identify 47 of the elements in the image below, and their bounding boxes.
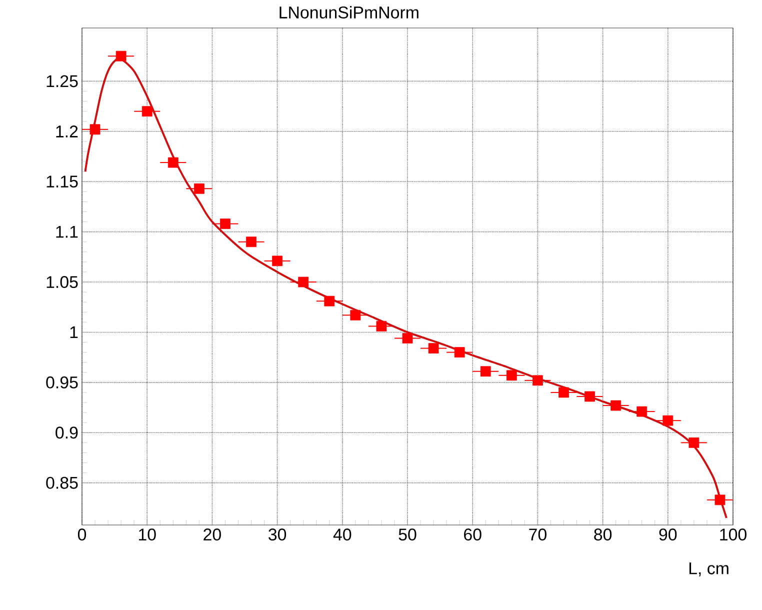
point — [480, 366, 491, 377]
y-tick-label: 0.95 — [46, 376, 78, 388]
point — [246, 236, 256, 248]
x-tick-label: 100 — [720, 528, 746, 541]
point — [376, 320, 387, 332]
x-tick-label: 0 — [78, 528, 86, 541]
y-tick-label: 1 — [70, 326, 78, 338]
point — [714, 494, 726, 506]
point — [220, 218, 230, 229]
point — [324, 296, 335, 306]
x-tick-label: 90 — [659, 528, 677, 541]
point — [662, 415, 674, 426]
y-tick-label: 0.9 — [56, 426, 78, 439]
point — [116, 50, 126, 62]
x-tick-label: 70 — [529, 528, 546, 541]
x-tick-label: 30 — [268, 528, 286, 541]
point — [142, 106, 152, 117]
point — [272, 256, 282, 266]
point — [168, 157, 178, 168]
x-tick-label: 50 — [398, 528, 416, 541]
point — [454, 347, 465, 358]
point — [428, 343, 439, 354]
y-tick-label: 1.1 — [56, 226, 78, 238]
point — [532, 375, 543, 386]
chart-title: LNonunSiPmNorm — [280, 6, 418, 18]
x-tick-label: 40 — [333, 528, 352, 541]
y-tick-label: 1.25 — [46, 75, 78, 88]
point — [506, 370, 517, 381]
x-axis-title: L, cm — [689, 562, 728, 576]
point — [90, 124, 100, 135]
y-tick-label: 0.85 — [46, 476, 78, 489]
point — [636, 406, 648, 417]
x-tick-label: 60 — [464, 528, 482, 541]
point — [298, 276, 309, 288]
point — [194, 183, 204, 194]
x-tick-label: 20 — [204, 528, 221, 541]
y-tick-label: 1.15 — [46, 176, 78, 188]
point — [610, 400, 622, 411]
point — [558, 387, 569, 398]
point — [688, 437, 700, 448]
y-tick-label: 1.05 — [46, 276, 78, 288]
point — [402, 333, 413, 344]
x-tick-label: 80 — [594, 528, 612, 541]
y-tick-label: 1.2 — [56, 125, 78, 138]
x-tick-label: 10 — [138, 528, 156, 541]
point — [584, 391, 595, 402]
point — [350, 310, 361, 320]
